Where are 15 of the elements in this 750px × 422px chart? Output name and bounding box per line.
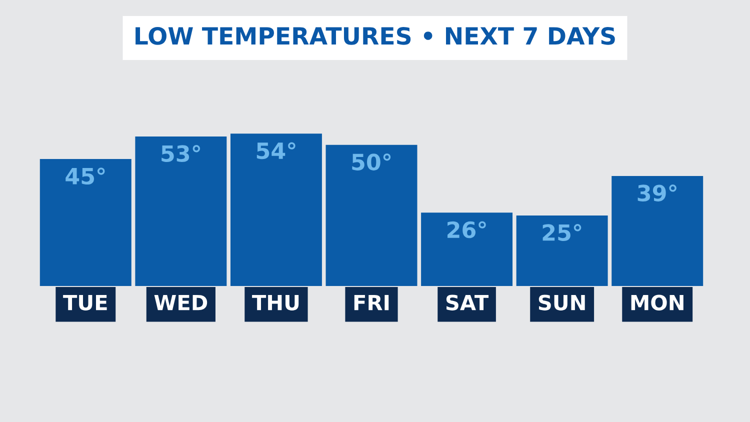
chart-title: LOW TEMPERATURES • NEXT 7 DAYS — [136, 26, 615, 45]
data-label: 53° — [162, 145, 200, 162]
x-tick-label: SAT — [446, 294, 489, 310]
x-tick-label: MON — [631, 294, 684, 310]
data-label: 45° — [66, 168, 105, 185]
data-label: 26° — [448, 221, 486, 238]
x-tick-label: TUE — [63, 294, 107, 310]
data-label: 50° — [352, 153, 391, 170]
data-label: 25° — [542, 224, 582, 241]
x-tick-label: SUN — [538, 294, 585, 310]
data-label: 54° — [256, 142, 296, 160]
x-tick-label: WED — [154, 294, 208, 310]
data-label: 39° — [638, 184, 676, 202]
x-tick-label: FRI — [354, 294, 389, 310]
x-tick-label: THU — [252, 294, 299, 310]
